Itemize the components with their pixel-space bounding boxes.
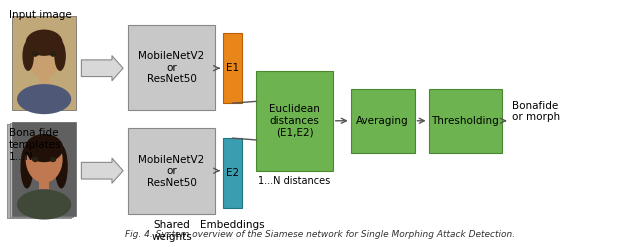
Text: E2: E2 <box>226 168 239 178</box>
Text: Thresholding: Thresholding <box>431 116 499 126</box>
FancyBboxPatch shape <box>351 89 415 153</box>
Ellipse shape <box>50 51 56 57</box>
FancyBboxPatch shape <box>256 71 333 171</box>
Ellipse shape <box>32 51 38 57</box>
Ellipse shape <box>25 134 63 162</box>
FancyBboxPatch shape <box>429 89 502 153</box>
FancyBboxPatch shape <box>223 138 242 208</box>
Ellipse shape <box>50 157 56 162</box>
FancyBboxPatch shape <box>129 128 214 214</box>
Text: E1: E1 <box>226 63 239 73</box>
Text: 1...N distances: 1...N distances <box>259 176 331 185</box>
Text: MobileNetV2
or
ResNet50: MobileNetV2 or ResNet50 <box>138 155 205 188</box>
Text: Fig. 4. System overview of the Siamese network for Single Morphing Attack Detect: Fig. 4. System overview of the Siamese n… <box>125 230 515 239</box>
Text: MobileNetV2
or
ResNet50: MobileNetV2 or ResNet50 <box>138 51 205 84</box>
Ellipse shape <box>54 41 66 71</box>
Bar <box>7 124 71 218</box>
Ellipse shape <box>17 84 71 114</box>
Ellipse shape <box>22 41 34 71</box>
Ellipse shape <box>26 30 63 78</box>
Ellipse shape <box>32 157 38 162</box>
Text: Bonafide
or morph: Bonafide or morph <box>511 101 560 123</box>
Text: Input image: Input image <box>9 10 72 20</box>
Ellipse shape <box>26 30 63 56</box>
Bar <box>10 123 74 217</box>
Text: Bona fide
templates
1...N: Bona fide templates 1...N <box>9 128 61 162</box>
Text: Euclidean
distances
(E1,E2): Euclidean distances (E1,E2) <box>269 104 320 137</box>
Ellipse shape <box>17 189 71 220</box>
Bar <box>39 178 49 189</box>
Text: Embeddings: Embeddings <box>200 220 265 230</box>
FancyBboxPatch shape <box>223 33 242 103</box>
Ellipse shape <box>26 136 63 183</box>
Bar <box>12 16 76 110</box>
Bar <box>12 122 76 216</box>
Bar <box>39 73 49 84</box>
FancyBboxPatch shape <box>129 25 214 110</box>
Text: Shared
weights: Shared weights <box>152 220 192 242</box>
Ellipse shape <box>55 145 68 188</box>
Ellipse shape <box>20 145 33 188</box>
Text: Averaging: Averaging <box>356 116 409 126</box>
